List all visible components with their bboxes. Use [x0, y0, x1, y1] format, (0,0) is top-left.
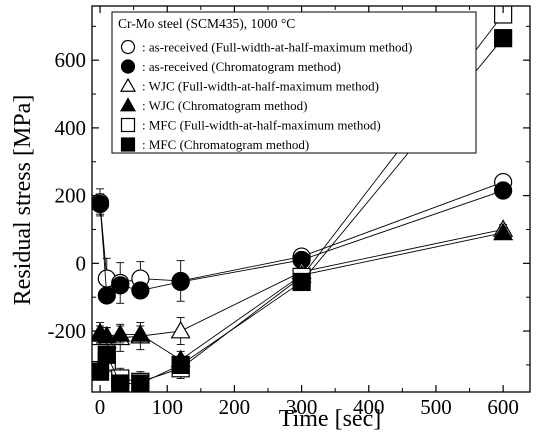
legend-label: : MFC (Chromatogram method): [142, 137, 309, 152]
legend-marker: [119, 97, 137, 112]
data-point: [92, 194, 110, 214]
legend-entry: : as-received (Full-width-at-half-maximu…: [120, 39, 412, 55]
legend-label: : WJC (Chromatogram method): [142, 98, 307, 113]
data-point: [494, 6, 513, 24]
legend-label: : MFC (Full-width-at-half-maximum method…: [142, 118, 381, 133]
data-point: [494, 181, 513, 200]
y-tick-label: 400: [55, 116, 87, 140]
x-tick-label: 500: [420, 395, 452, 419]
data-point: [493, 222, 514, 241]
plot-frame: [91, 5, 531, 393]
legend-entry: : MFC (Full-width-at-half-maximum method…: [120, 117, 381, 133]
data-point: [97, 345, 116, 364]
data-point: [110, 324, 131, 342]
legend-marker: [120, 117, 136, 133]
data-point: [170, 320, 191, 339]
y-tick-label: 200: [55, 184, 87, 208]
legend-marker: [120, 59, 136, 74]
legend-entry: : WJC (Full-width-at-half-maximum method…: [119, 77, 379, 94]
data-point: [171, 355, 190, 375]
data-point: [131, 281, 150, 300]
series-6: [92, 29, 513, 392]
x-tick-label: 200: [219, 395, 251, 419]
x-axis-title: Time [sec]: [279, 406, 381, 432]
data-point: [111, 276, 130, 295]
legend-marker: [120, 137, 136, 152]
legend-box: [111, 11, 477, 154]
y-tick-label: 0: [76, 251, 87, 275]
legend-entry: : as-received (Chromatogram method): [120, 59, 341, 74]
legend-label: : WJC (Full-width-at-half-maximum method…: [142, 79, 379, 94]
data-point: [494, 29, 513, 48]
x-tick-label: 0: [95, 395, 106, 419]
x-tick-label: 600: [487, 395, 519, 419]
legend-marker: [120, 39, 136, 55]
data-point: [111, 374, 130, 392]
y-axis-title: Residual stress [MPa]: [10, 95, 36, 306]
y-tick-label: 600: [55, 48, 87, 72]
series-4: [92, 222, 514, 369]
data-point: [96, 325, 117, 344]
data-point: [292, 272, 311, 292]
series-2: [92, 181, 513, 305]
legend-label: : as-received (Chromatogram method): [142, 59, 341, 74]
legend: Cr-Mo steel (SCM435), 1000 °C : as-receiv…: [111, 11, 477, 154]
legend-entry: : MFC (Chromatogram method): [120, 137, 309, 152]
legend-label: : as-received (Full-width-at-half-maximu…: [142, 40, 412, 55]
data-point: [131, 374, 150, 392]
plot-layer: [92, 6, 514, 392]
data-point: [130, 324, 151, 342]
legend-entry: : WJC (Chromatogram method): [119, 97, 307, 113]
data-point: [92, 362, 110, 381]
x-tick-label: 100: [151, 395, 183, 419]
data-point: [171, 272, 190, 292]
x-tick-label: 300: [286, 395, 318, 419]
legend-marker: [119, 77, 137, 92]
legend-title: Cr-Mo steel (SCM435), 1000 °C: [118, 16, 295, 31]
y-tick-label: -200: [48, 319, 87, 343]
x-tick-label: 400: [353, 395, 385, 419]
data-point: [97, 286, 116, 305]
